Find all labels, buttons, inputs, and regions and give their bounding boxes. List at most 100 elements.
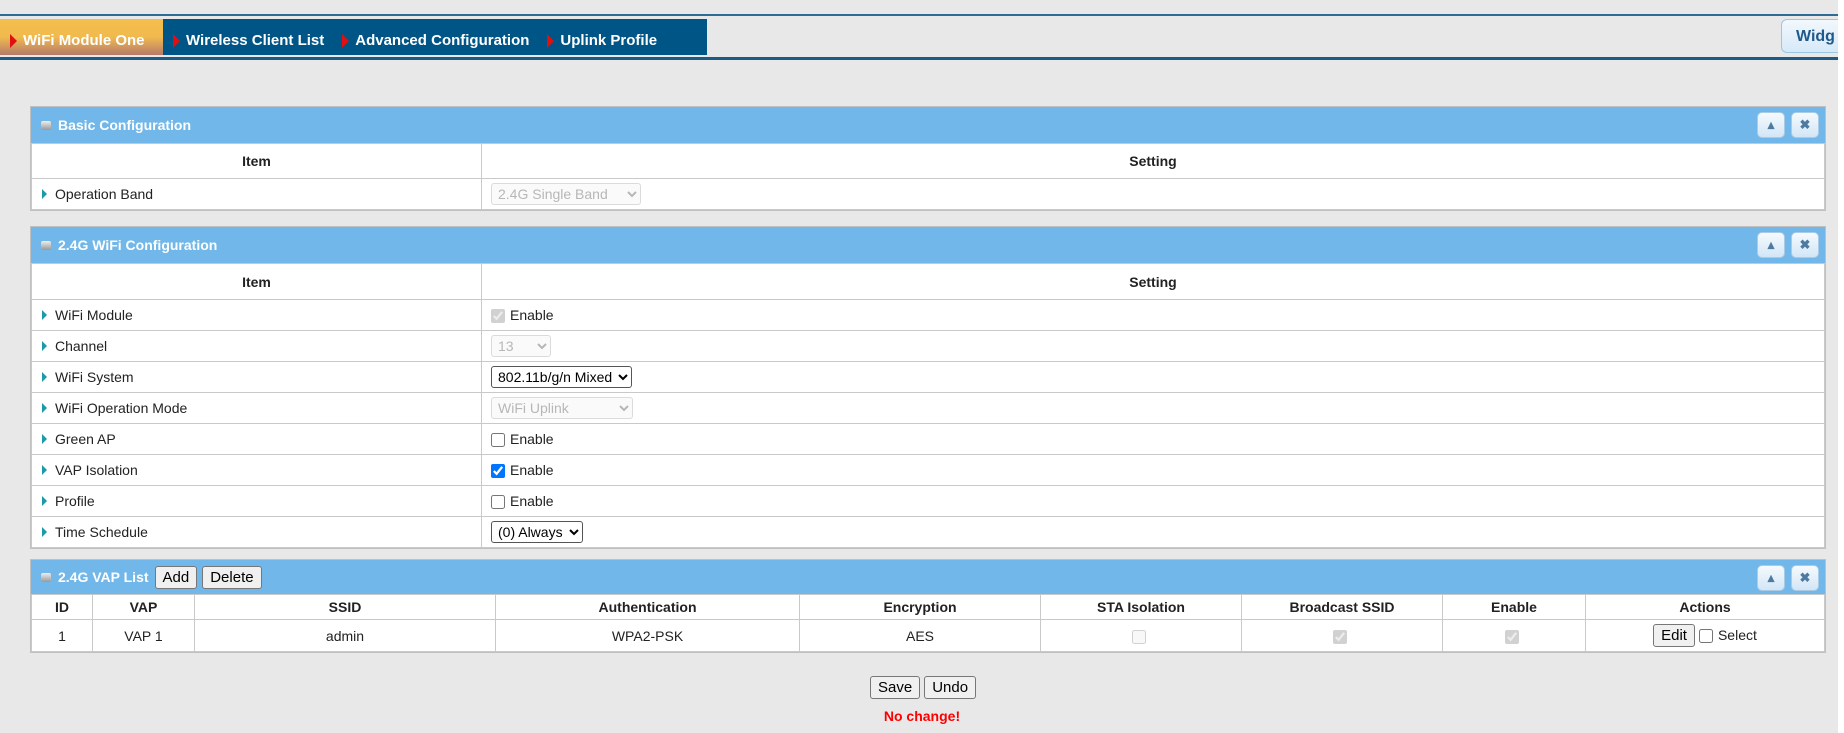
bullet-icon — [42, 465, 47, 475]
basic-configuration-panel: Basic Configuration ▴ ✖ Item Setting Opera… — [30, 106, 1826, 211]
cell-vap: VAP 1 — [92, 619, 195, 652]
row-label: Profile — [55, 493, 95, 509]
tab-label: WiFi Module One — [23, 32, 145, 49]
arrow-icon — [173, 34, 180, 48]
arrow-icon — [10, 34, 17, 48]
tab-divider — [0, 57, 1838, 60]
operation-band-select[interactable]: 2.4G Single Band — [491, 183, 641, 205]
row-green-ap: Green AP Enable — [31, 423, 1825, 455]
arrow-icon — [342, 34, 350, 48]
select-label: Select — [1717, 627, 1757, 643]
close-button[interactable]: ✖ — [1791, 232, 1819, 258]
column-header-item: Item — [31, 263, 482, 300]
tab-uplink-profile[interactable]: Uplink Profile — [537, 19, 665, 55]
bullet-icon — [42, 434, 47, 444]
column-header-id: ID — [31, 594, 93, 620]
panel-header: 2.4G VAP List Add Delete ▴ ✖ — [31, 560, 1825, 594]
tab-advanced-configuration[interactable]: Advanced Configuration — [332, 19, 537, 55]
row-profile: Profile Enable — [31, 485, 1825, 517]
bullet-icon — [42, 341, 47, 351]
panel-title: 2.4G VAP List — [58, 569, 149, 585]
wifi-configuration-panel: 2.4G WiFi Configuration ▴ ✖ Item Setting W… — [30, 226, 1826, 549]
tab-wifi-module-one[interactable]: WiFi Module One — [0, 19, 163, 55]
panel-header: 2.4G WiFi Configuration ▴ ✖ — [31, 227, 1825, 263]
row-label: Channel — [55, 338, 108, 354]
widget-button[interactable]: Widg — [1781, 19, 1841, 53]
row-wifi-operation-mode: WiFi Operation Mode WiFi Uplink — [31, 392, 1825, 424]
checkbox-label: Enable — [510, 430, 554, 447]
top-divider — [0, 14, 1838, 16]
form-actions: Save Undo — [870, 676, 977, 699]
row-label: Green AP — [55, 431, 116, 447]
vap-list-panel: 2.4G VAP List Add Delete ▴ ✖ ID VAP SSID A… — [30, 559, 1826, 653]
panel-title: 2.4G WiFi Configuration — [58, 237, 218, 253]
column-header-actions: Actions — [1585, 594, 1825, 620]
checkbox-label: Enable — [510, 492, 554, 509]
tab-label: Advanced Configuration — [355, 32, 530, 49]
panel-title: Basic Configuration — [58, 117, 192, 133]
close-button[interactable]: ✖ — [1791, 112, 1819, 138]
row-time-schedule: Time Schedule (0) Always — [31, 516, 1825, 548]
vap-isolation-checkbox[interactable] — [491, 464, 505, 479]
wifi-operation-mode-select[interactable]: WiFi Uplink — [491, 397, 633, 419]
panel-icon — [41, 120, 51, 130]
row-label: WiFi Operation Mode — [55, 400, 188, 416]
column-header-vap: VAP — [92, 594, 195, 620]
sta-isolation-checkbox — [1131, 629, 1146, 644]
select-checkbox[interactable] — [1698, 629, 1713, 644]
column-header-setting: Setting — [481, 263, 1825, 300]
bullet-icon — [42, 372, 47, 382]
cell-ssid: admin — [194, 619, 496, 652]
profile-checkbox[interactable] — [491, 495, 505, 510]
bullet-icon — [42, 310, 47, 320]
column-header-setting: Setting — [481, 143, 1825, 179]
bullet-icon — [42, 403, 47, 413]
broadcast-ssid-checkbox — [1332, 629, 1347, 644]
row-channel: Channel 13 — [31, 330, 1825, 362]
collapse-button[interactable]: ▴ — [1757, 565, 1785, 591]
undo-button[interactable]: Undo — [924, 676, 977, 699]
tab-wireless-client-list[interactable]: Wireless Client List — [163, 19, 332, 55]
arrow-icon — [547, 34, 555, 48]
column-header-encryption: Encryption — [799, 594, 1041, 620]
collapse-button[interactable]: ▴ — [1757, 112, 1785, 138]
panel-icon — [41, 572, 51, 582]
column-header-broadcast-ssid: Broadcast SSID — [1241, 594, 1443, 620]
row-operation-band: Operation Band 2.4G Single Band — [31, 178, 1825, 210]
channel-select[interactable]: 13 — [491, 335, 551, 357]
save-button[interactable]: Save — [870, 676, 921, 699]
column-header-item: Item — [31, 143, 482, 179]
panel-header: Basic Configuration ▴ ✖ — [31, 107, 1825, 143]
wifi-system-select[interactable]: 802.11b/g/n Mixed — [491, 366, 632, 388]
table-row: 1 VAP 1 admin WPA2-PSK AES Edit Select — [31, 619, 1825, 652]
edit-button[interactable]: Edit — [1653, 624, 1695, 647]
time-schedule-select[interactable]: (0) Always — [491, 521, 583, 543]
status-message: No change! — [883, 708, 961, 724]
cell-encryption: AES — [799, 619, 1041, 652]
column-header-ssid: SSID — [194, 594, 496, 620]
row-label: VAP Isolation — [55, 462, 138, 478]
tab-label: Uplink Profile — [560, 32, 658, 49]
close-button[interactable]: ✖ — [1791, 565, 1819, 591]
add-button[interactable]: Add — [154, 565, 198, 589]
checkbox-label: Enable — [510, 306, 554, 323]
cell-authentication: WPA2-PSK — [495, 619, 800, 652]
row-vap-isolation: VAP Isolation Enable — [31, 454, 1825, 486]
row-wifi-module: WiFi Module Enable — [31, 299, 1825, 331]
green-ap-checkbox[interactable] — [491, 433, 505, 448]
bullet-icon — [42, 496, 47, 506]
panel-icon — [41, 240, 51, 250]
row-label: WiFi System — [55, 369, 134, 385]
tab-label: Wireless Client List — [186, 32, 325, 49]
row-wifi-system: WiFi System 802.11b/g/n Mixed — [31, 361, 1825, 393]
wifi-module-checkbox[interactable] — [491, 309, 505, 324]
bullet-icon — [42, 527, 47, 537]
row-label: Operation Band — [55, 186, 154, 202]
row-label: WiFi Module — [55, 307, 133, 323]
collapse-button[interactable]: ▴ — [1757, 232, 1785, 258]
tab-bar: WiFi Module One Wireless Client List Adv… — [0, 19, 707, 55]
column-header-enable: Enable — [1442, 594, 1586, 620]
column-header-sta-isolation: STA Isolation — [1040, 594, 1242, 620]
delete-button[interactable]: Delete — [202, 565, 262, 589]
enable-checkbox — [1504, 629, 1519, 644]
